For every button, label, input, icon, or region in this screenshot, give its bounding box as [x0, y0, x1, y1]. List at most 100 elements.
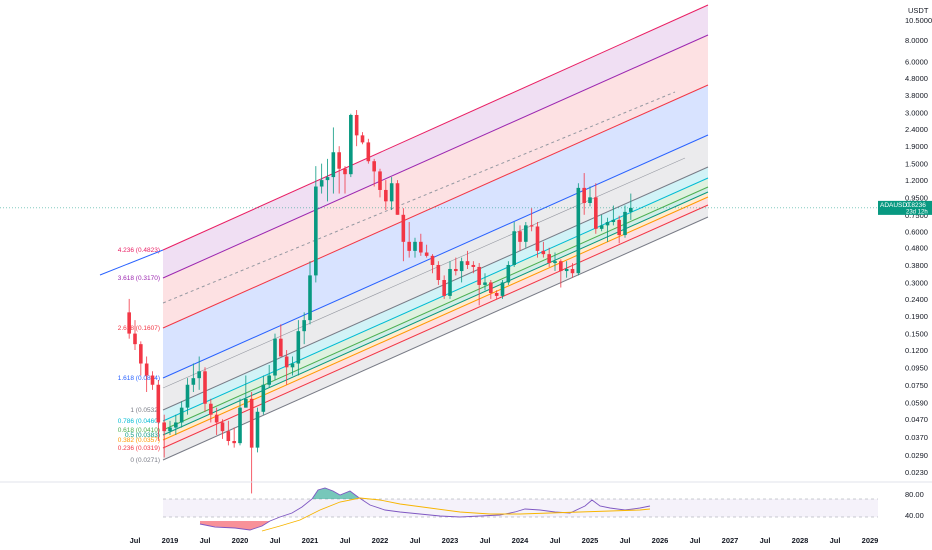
- time-tick: 2028: [792, 536, 809, 545]
- candle-body: [162, 422, 166, 432]
- candle-body: [214, 414, 219, 423]
- fib-line: [162, 4, 709, 251]
- candle-body: [325, 177, 330, 181]
- candle: [372, 158, 376, 187]
- candle: [360, 132, 365, 145]
- candle: [127, 298, 131, 339]
- candle-body: [209, 403, 213, 415]
- candle-body: [401, 214, 406, 242]
- candle-body: [156, 384, 161, 423]
- candle-body: [261, 384, 266, 412]
- price-tick: 0.1500: [905, 330, 928, 339]
- candle-body: [337, 152, 341, 169]
- price-tick: 1.5000: [905, 160, 928, 169]
- price-tick: 1.2000: [905, 176, 928, 185]
- candle-body: [389, 183, 394, 202]
- candle-body: [319, 180, 324, 187]
- rsi-overbought-fill: [312, 488, 358, 499]
- candle-body: [331, 152, 336, 178]
- candle: [582, 173, 586, 215]
- candle-body: [611, 219, 616, 223]
- time-tick: 2022: [372, 536, 389, 545]
- candle-body: [483, 282, 487, 285]
- time-tick: 2024: [512, 536, 530, 545]
- candle: [273, 333, 277, 380]
- time-tick: Jul: [200, 536, 211, 545]
- candle-body: [564, 268, 569, 272]
- mid-line: [162, 157, 686, 389]
- candle-body: [424, 252, 429, 256]
- candle: [395, 180, 400, 215]
- time-tick: 2023: [442, 536, 459, 545]
- candle: [541, 241, 546, 258]
- fib-line: [162, 186, 709, 431]
- fib-line: [162, 134, 709, 379]
- candle-body: [360, 135, 365, 143]
- candle-body: [308, 275, 312, 321]
- candle: [267, 365, 271, 388]
- candle-body: [249, 398, 254, 448]
- price-tick: 8.0000: [905, 36, 928, 45]
- candle: [535, 222, 540, 258]
- candle: [518, 225, 522, 251]
- candle: [209, 398, 213, 423]
- fib-label: 3.618 (0.3170): [118, 275, 160, 282]
- candle-body: [489, 282, 493, 293]
- candle: [570, 263, 575, 278]
- time-tick: Jul: [690, 536, 701, 545]
- candle: [465, 250, 470, 269]
- candle: [337, 146, 341, 194]
- fib-band: [163, 35, 708, 328]
- candle: [308, 261, 312, 325]
- candle: [343, 166, 347, 194]
- median-line: [162, 91, 676, 304]
- price-tick: 2.4000: [905, 125, 928, 134]
- candle: [459, 257, 464, 283]
- candle-body: [430, 255, 435, 265]
- candle: [617, 215, 621, 244]
- candle-body: [524, 225, 528, 242]
- candle-body: [407, 241, 411, 251]
- time-tick: 2026: [652, 536, 669, 545]
- candle-body: [255, 411, 260, 448]
- candle-body: [570, 268, 575, 274]
- candle-body: [290, 363, 295, 368]
- candle: [133, 320, 137, 351]
- candle: [483, 273, 487, 291]
- rsi-panel: 80.00 40.00: [0, 481, 932, 532]
- time-tick: 2029: [862, 536, 879, 545]
- candle: [384, 180, 388, 211]
- candle-body: [372, 161, 376, 172]
- candle: [477, 263, 481, 306]
- candle-body: [471, 264, 476, 267]
- candle: [605, 217, 610, 242]
- candle: [471, 261, 476, 274]
- candle: [150, 371, 155, 390]
- candle: [296, 320, 301, 376]
- time-tick: Jul: [480, 536, 491, 545]
- candle: [407, 222, 411, 258]
- price-tick: 0.4800: [905, 244, 928, 253]
- candle: [430, 254, 435, 274]
- candle-body: [605, 222, 610, 226]
- fib-label: 1 (0.0532): [130, 407, 160, 414]
- candle-body: [448, 268, 452, 296]
- candle-body: [594, 197, 598, 229]
- candle: [261, 375, 266, 415]
- candle-body: [302, 320, 306, 332]
- candle-body: [133, 333, 137, 345]
- time-tick: 2027: [722, 536, 739, 545]
- candle-body: [197, 371, 201, 379]
- candle-body: [599, 225, 604, 229]
- rsi-ma-line: [261, 497, 651, 532]
- candle-body: [582, 187, 586, 203]
- fib-band: [163, 5, 708, 278]
- time-tick: 2021: [302, 536, 319, 545]
- fib-label: 4.236 (0.4823): [118, 247, 160, 254]
- candle-body: [284, 356, 289, 368]
- price-tick: 4.8000: [905, 74, 928, 83]
- rsi-level-label: 80.00: [905, 490, 924, 499]
- candle: [529, 208, 534, 232]
- candle: [290, 356, 295, 376]
- candle: [226, 420, 231, 446]
